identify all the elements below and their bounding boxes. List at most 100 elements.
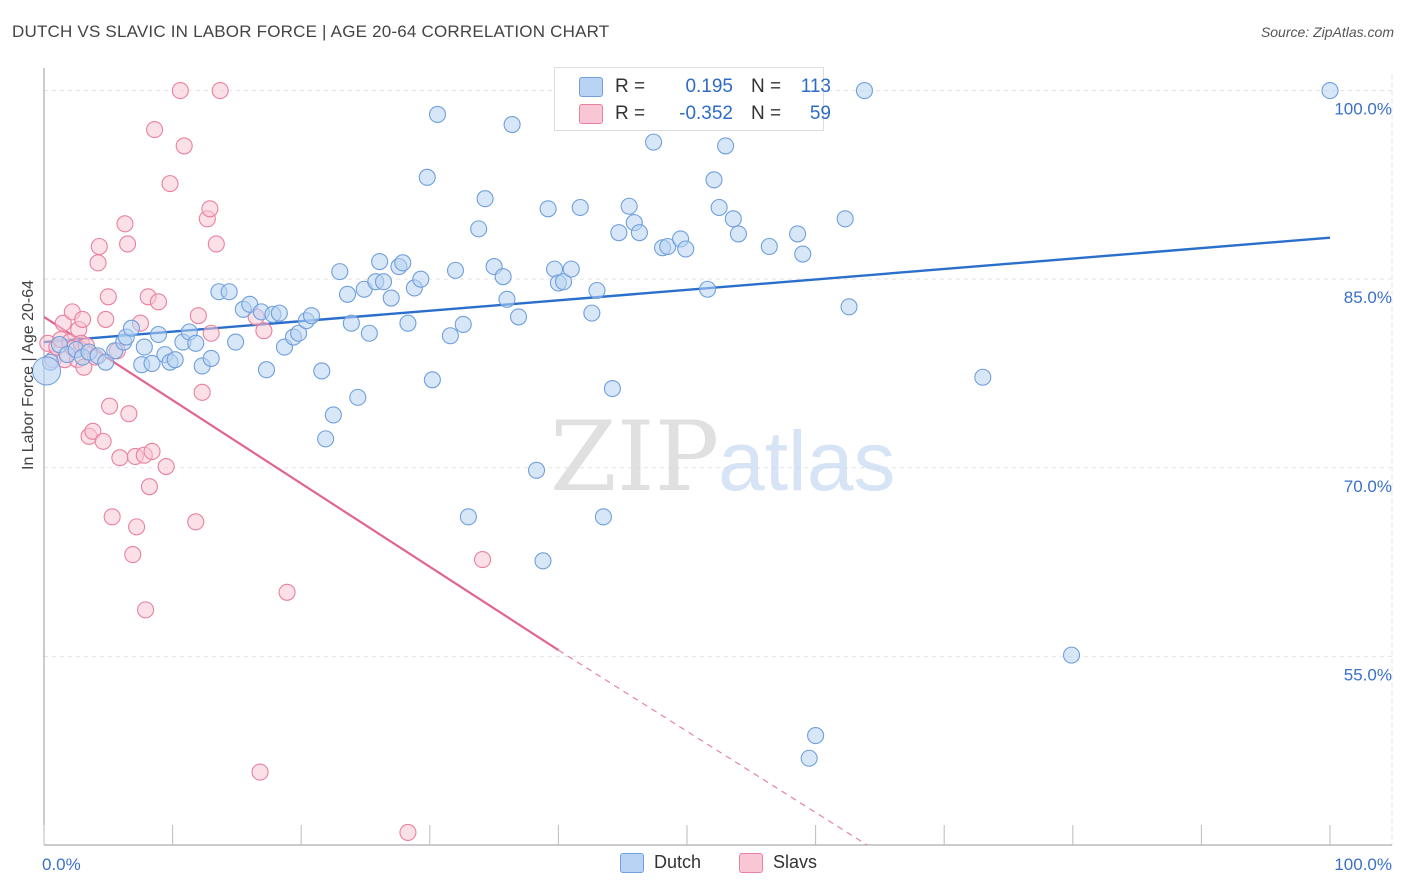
data-point-dutch bbox=[583, 304, 601, 322]
data-point-dutch bbox=[220, 283, 238, 301]
data-point-dutch bbox=[270, 304, 288, 322]
data-point-dutch bbox=[317, 430, 335, 448]
data-point-dutch bbox=[699, 280, 717, 298]
data-point-slavs bbox=[103, 508, 121, 526]
data-point-dutch bbox=[855, 82, 874, 100]
y-tick-label: 55.0% bbox=[1344, 665, 1392, 684]
data-point-dutch bbox=[717, 137, 735, 155]
data-point-dutch bbox=[498, 290, 516, 308]
data-point-slavs bbox=[99, 288, 117, 306]
legend-row-dutch: R = 0.195 N = 113 bbox=[555, 74, 831, 100]
data-point-dutch bbox=[360, 324, 378, 342]
data-point-dutch bbox=[374, 273, 393, 291]
series-label-dutch: Dutch bbox=[654, 852, 702, 872]
data-point-dutch bbox=[135, 338, 153, 356]
data-point-dutch bbox=[371, 253, 389, 271]
data-point-slavs bbox=[128, 518, 146, 536]
data-point-slavs bbox=[74, 310, 92, 328]
data-point-dutch bbox=[800, 749, 818, 767]
data-point-dutch bbox=[122, 319, 140, 337]
legend-r-label: R = bbox=[615, 76, 646, 97]
legend-r-value: -0.352 bbox=[679, 103, 733, 124]
legend-swatch-dutch bbox=[579, 77, 603, 97]
data-point-dutch bbox=[503, 115, 521, 134]
data-point-dutch bbox=[705, 171, 723, 189]
data-point-dutch bbox=[724, 210, 742, 228]
data-point-dutch bbox=[143, 354, 161, 372]
legend-n-value: 59 bbox=[809, 103, 831, 124]
data-point-dutch bbox=[659, 237, 677, 256]
data-point-dutch bbox=[630, 224, 648, 242]
data-point-dutch bbox=[187, 334, 205, 352]
data-point-dutch bbox=[562, 260, 580, 278]
data-point-slavs bbox=[116, 215, 134, 233]
watermark-zip: ZIP bbox=[550, 401, 719, 513]
data-point-dutch bbox=[459, 508, 477, 526]
data-point-dutch bbox=[342, 314, 360, 332]
data-point-dutch bbox=[394, 254, 412, 272]
data-point-slavs bbox=[124, 545, 142, 564]
data-point-slavs bbox=[278, 583, 296, 601]
data-point-slavs bbox=[157, 457, 175, 476]
data-point-dutch bbox=[620, 197, 638, 215]
data-point-slavs bbox=[120, 405, 138, 423]
source-label: Source: ZipAtlas.com bbox=[1260, 24, 1394, 40]
data-point-slavs bbox=[399, 823, 417, 841]
data-point-slavs bbox=[94, 432, 112, 450]
legend-swatch-slavs bbox=[579, 104, 603, 124]
y-axis-label: In Labor Force | Age 20-64 bbox=[20, 279, 37, 470]
data-point-slavs bbox=[149, 293, 168, 311]
data-point-slavs bbox=[189, 307, 207, 325]
data-point-dutch bbox=[794, 245, 812, 263]
series-legend-dutch[interactable]: Dutch bbox=[620, 852, 701, 873]
data-point-dutch bbox=[324, 406, 342, 424]
y-tick-label: 100.0% bbox=[1334, 100, 1392, 119]
data-point-dutch bbox=[313, 362, 331, 380]
data-point-slavs bbox=[187, 513, 205, 531]
data-point-slavs bbox=[193, 383, 211, 401]
data-point-slavs bbox=[175, 137, 193, 155]
data-point-dutch bbox=[166, 351, 184, 369]
data-point-dutch bbox=[729, 225, 747, 243]
x-tick-label: 0.0% bbox=[42, 855, 81, 874]
data-point-slavs bbox=[146, 121, 164, 139]
data-point-slavs bbox=[137, 601, 155, 619]
data-point-slavs bbox=[54, 314, 72, 332]
data-point-slavs bbox=[84, 422, 102, 440]
data-point-dutch bbox=[974, 368, 992, 386]
data-point-slavs bbox=[90, 237, 108, 256]
data-point-dutch bbox=[1321, 82, 1339, 100]
series-legend: Dutch Slavs bbox=[620, 852, 855, 873]
data-point-slavs bbox=[207, 235, 225, 253]
watermark-atlas: atlas bbox=[718, 414, 895, 508]
data-point-dutch bbox=[610, 224, 628, 242]
y-tick-label: 70.0% bbox=[1344, 477, 1392, 496]
data-point-slavs bbox=[201, 200, 219, 218]
data-point-dutch bbox=[399, 314, 417, 332]
data-point-dutch bbox=[441, 327, 459, 345]
data-point-dutch bbox=[677, 240, 695, 258]
data-point-dutch bbox=[290, 324, 308, 342]
watermark: ZIP atlas bbox=[550, 401, 895, 513]
series-legend-slavs[interactable]: Slavs bbox=[739, 852, 817, 873]
data-point-slavs bbox=[140, 478, 159, 496]
legend-n-value: 113 bbox=[800, 76, 831, 97]
data-point-slavs bbox=[161, 175, 179, 193]
series-label-slavs: Slavs bbox=[773, 852, 818, 872]
data-point-slavs bbox=[97, 310, 115, 328]
data-point-slavs bbox=[119, 235, 137, 253]
trend-line-slavs bbox=[43, 315, 559, 652]
data-point-dutch bbox=[331, 263, 349, 281]
data-point-slavs bbox=[473, 551, 492, 569]
data-point-dutch bbox=[836, 210, 854, 228]
data-point-dutch bbox=[418, 168, 436, 186]
data-point-dutch bbox=[149, 325, 168, 344]
data-point-dutch bbox=[302, 307, 321, 325]
data-point-dutch bbox=[789, 225, 807, 243]
data-point-slavs bbox=[143, 442, 161, 460]
data-point-dutch bbox=[338, 285, 357, 303]
y-tick-label: 85.0% bbox=[1344, 288, 1392, 307]
data-point-dutch bbox=[603, 380, 621, 398]
data-point-dutch bbox=[423, 371, 441, 389]
data-point-dutch bbox=[428, 105, 447, 124]
